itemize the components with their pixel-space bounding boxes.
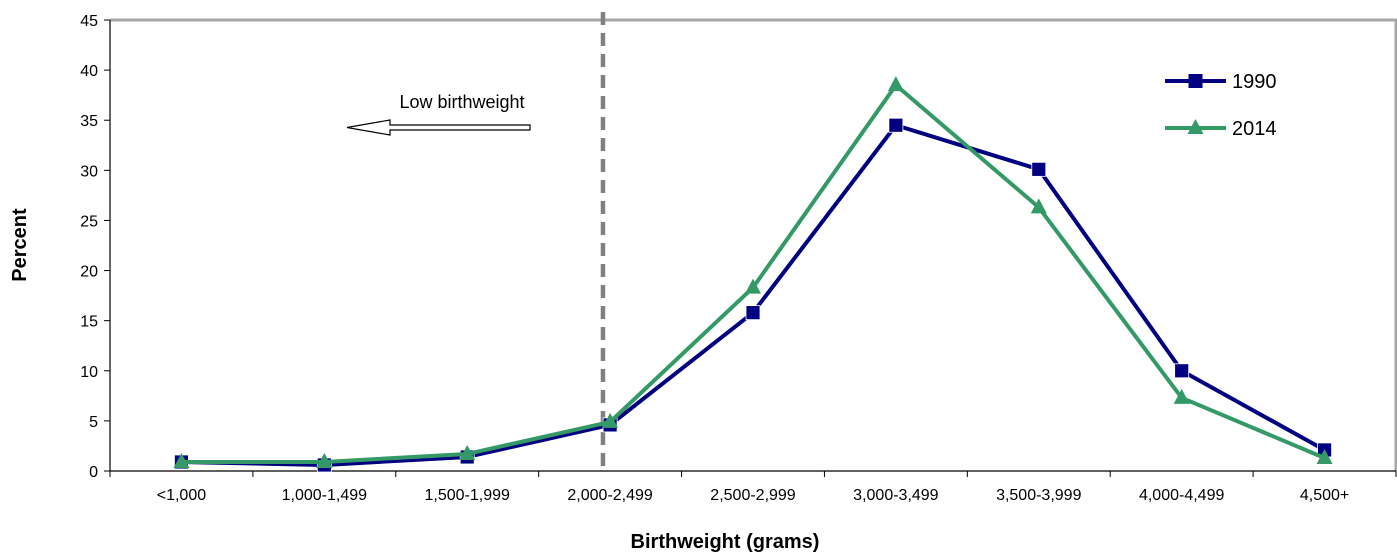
data-point [1174,363,1190,379]
legend-item-1990: 1990 [1165,71,1277,93]
data-point [173,452,190,468]
series-1990 [174,117,1332,473]
series-2014 [173,76,1333,468]
y-tick-label: 25 [80,213,98,230]
legend-triangle-marker [1187,119,1204,134]
low-birthweight-annotation: Low birthweight [346,92,531,136]
data-point [888,117,904,133]
x-tick-label: 4,000-4,499 [1139,487,1225,504]
left-arrow-icon [346,119,531,136]
y-axis: 0 5 10 15 20 25 30 35 40 45 [80,13,111,481]
data-point [745,305,761,321]
y-tick-label: 20 [80,264,98,281]
legend-item-2014: 2014 [1165,118,1277,140]
data-point [1173,388,1190,404]
data-point [1316,448,1333,464]
y-tick-label: 35 [80,113,98,130]
x-axis-title: Birthweight (grams) [631,531,820,553]
legend-label: 1990 [1232,71,1277,93]
plot-border [110,18,1397,471]
legend-square-marker [1188,74,1203,88]
x-tick-label: 1,500-1,999 [425,487,511,504]
y-tick-label: 45 [80,13,98,30]
plot-frame [110,18,1397,471]
series-group [173,76,1333,473]
y-tick-label: 40 [80,63,98,80]
x-tick-label: 2,000-2,499 [567,487,653,504]
x-tick-label: 2,500-2,999 [710,487,796,504]
x-axis: <1,000 1,000-1,499 1,500-1,999 2,000-2,499 2… [109,470,1397,504]
x-tick-label: <1,000 [157,487,206,504]
series-line-2014 [181,83,1326,464]
low-birthweight-label: Low birthweight [399,92,524,112]
data-point [1031,161,1047,177]
y-tick-label: 0 [89,464,98,481]
y-tick-label: 10 [80,364,98,381]
legend-label: 2014 [1232,118,1277,140]
y-axis-title: Percent [9,208,31,282]
series-line-1990 [181,123,1326,467]
data-point [887,76,904,92]
y-tick-label: 5 [89,414,98,431]
data-point [316,452,333,468]
x-tick-label: 3,000-3,499 [853,487,939,504]
y-tick-label: 30 [80,163,98,180]
x-tick-label: 4,500+ [1300,487,1349,504]
x-tick-label: 1,000-1,499 [282,487,368,504]
y-tick-label: 15 [80,314,98,331]
data-point [459,444,476,460]
data-point [745,278,761,294]
legend: 1990 2014 [1165,71,1277,140]
data-point [1030,198,1047,214]
data-point [602,412,619,428]
x-tick-label: 3,500-3,999 [996,487,1082,504]
